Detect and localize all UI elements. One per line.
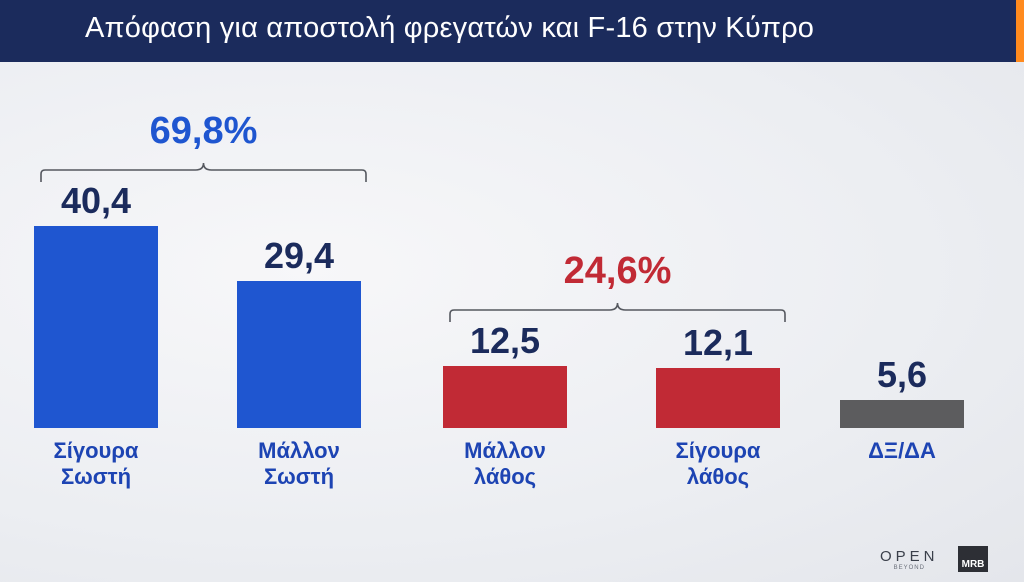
bar-2: [237, 281, 361, 428]
category-label-line: Σωστή: [263, 464, 335, 489]
category-label-line: Σίγουρα: [675, 438, 761, 463]
bar-5: [840, 400, 964, 428]
group-bracket-2: [449, 302, 786, 322]
value-label-1: 40,4: [60, 180, 132, 221]
group-bracket-line: [40, 162, 367, 182]
category-label-line: ΔΞ/ΔΑ: [868, 438, 936, 463]
category-label-2: Μάλλον Σωστή: [217, 438, 381, 490]
channel-logo-subtext: BEYOND: [893, 565, 925, 571]
category-label-line: Σίγουρα: [53, 438, 139, 463]
group-bracket-1: [40, 162, 367, 182]
header-accent-stripe: [1016, 0, 1024, 62]
value-label-5: 5,6: [876, 354, 928, 395]
pollster-logo: MRB: [958, 546, 988, 572]
category-label-line: Μάλλον: [464, 438, 546, 463]
category-label-1: Σίγουρα Σωστή: [14, 438, 178, 490]
category-label-3: Μάλλον λάθος: [423, 438, 587, 490]
category-label-line: Μάλλον: [258, 438, 340, 463]
category-label-4: Σίγουρα λάθος: [636, 438, 800, 490]
channel-logo-text: OPEN: [880, 548, 939, 565]
bar-1: [34, 226, 158, 428]
group-bracket-line: [449, 302, 786, 322]
group-total-2: 24,6%: [563, 249, 672, 292]
category-label-line: λάθος: [686, 464, 750, 489]
bar-3: [443, 365, 567, 428]
chart-title: Απόφαση για αποστολή φρεγατών και F-16 σ…: [85, 12, 815, 44]
value-label-3: 12,5: [469, 319, 541, 361]
group-total-1: 69,8%: [149, 110, 258, 152]
channel-logo: OPEN BEYOND: [880, 548, 939, 571]
value-label-4: 12,1: [682, 321, 754, 363]
plot-area: [0, 62, 1024, 582]
category-label-line: Σωστή: [60, 464, 132, 489]
title-bar: Απόφαση για αποστολή φρεγατών και F-16 σ…: [0, 0, 1024, 62]
value-label-2: 29,4: [263, 235, 335, 276]
bar-4: [656, 367, 780, 428]
category-label-line: λάθος: [473, 464, 537, 489]
category-label-5: ΔΞ/ΔΑ: [820, 438, 984, 464]
